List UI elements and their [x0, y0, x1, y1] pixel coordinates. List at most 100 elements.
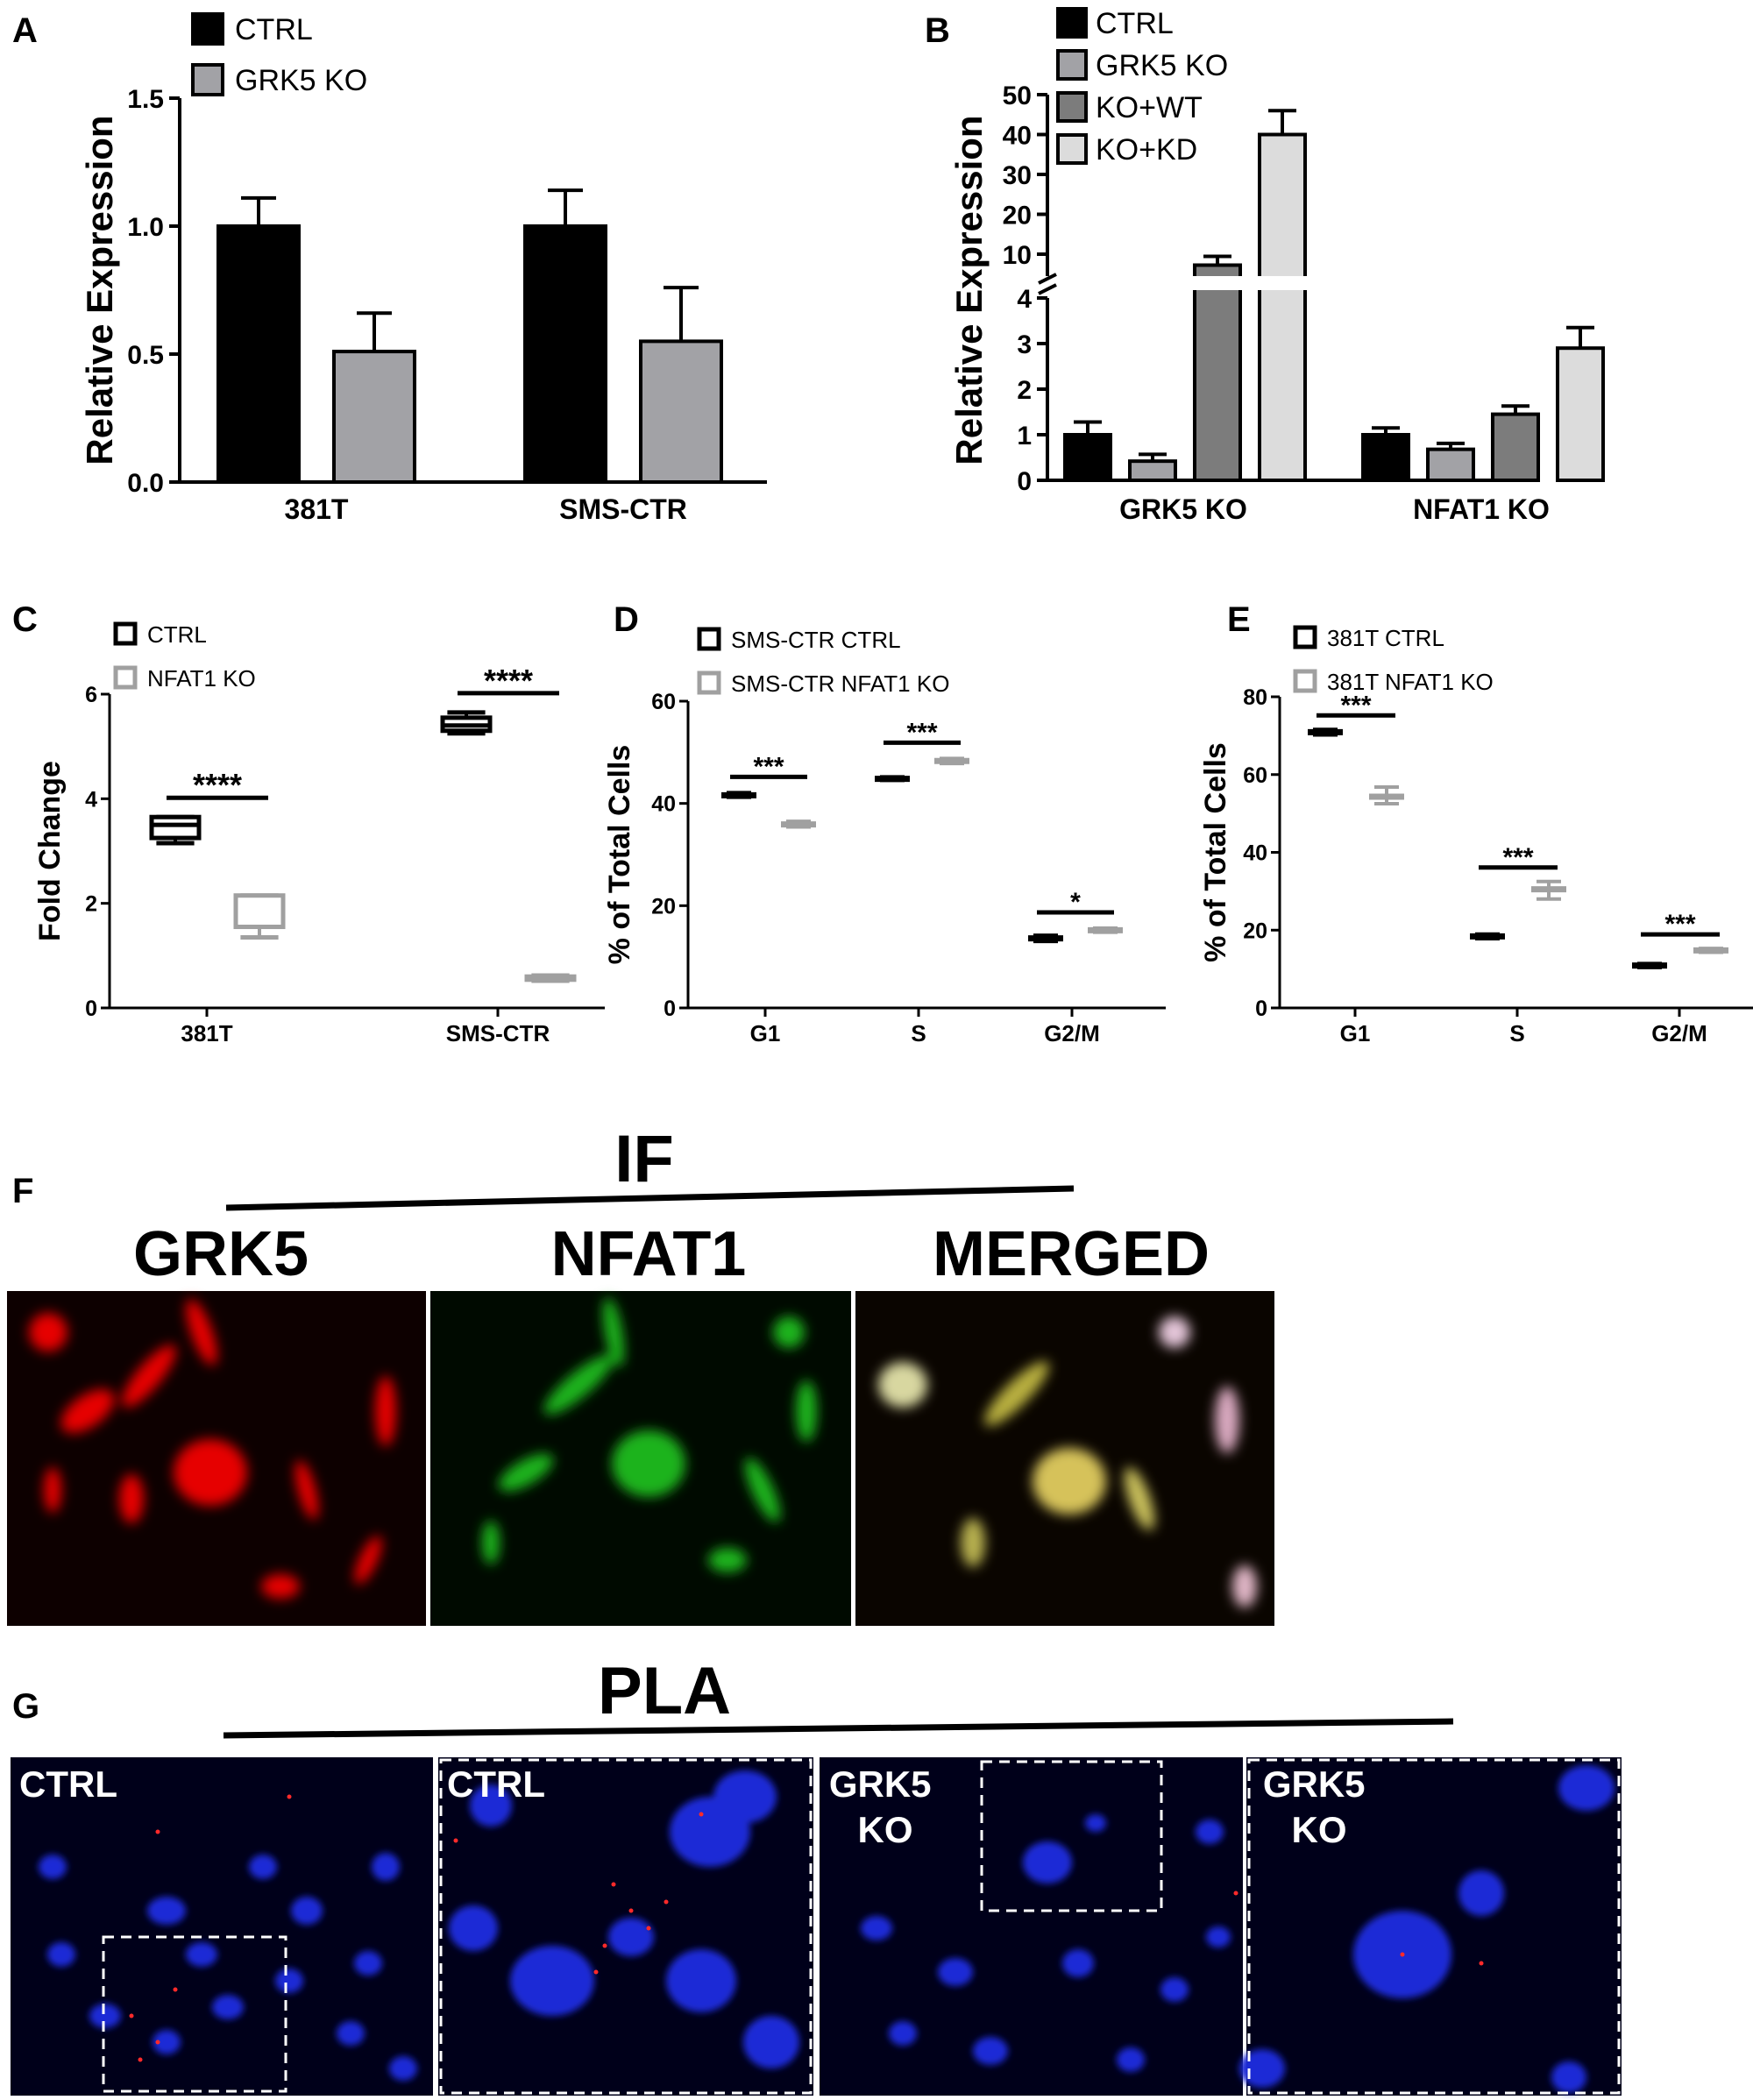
- legend-e-swatch-0: [1293, 625, 1317, 649]
- pla-label-ko-line2: KO: [858, 1809, 913, 1850]
- chart-e: 0 20 40 60 80 G1 S G2/M % of Total Cells *** *** **…: [1199, 625, 1753, 1046]
- ticklabel-b-low-1: 1: [1017, 422, 1032, 451]
- legend-c-swatch-1: [113, 665, 138, 690]
- legend-d-label-0: SMS-CTR CTRL: [731, 627, 901, 653]
- xlabel-b-0: GRK5 KO: [1119, 493, 1247, 525]
- ticklabel-c-1: 2: [85, 892, 97, 917]
- pla-dot-14: [1233, 1891, 1238, 1896]
- sig-e-2: ***: [1664, 910, 1695, 939]
- legend-c-label-0: CTRL: [147, 621, 207, 648]
- legend-b-swatch-2: [1056, 91, 1088, 123]
- bar-a-0-1: [523, 224, 607, 484]
- pla-dot-9: [664, 1899, 669, 1905]
- ylabel-d: % of Total Cells: [603, 745, 636, 965]
- ticklabel-e-4: 80: [1243, 685, 1267, 710]
- pla-dot-5: [611, 1882, 616, 1887]
- ticklabel-e-3: 60: [1243, 763, 1267, 788]
- ticklabel-c-2: 4: [85, 787, 97, 812]
- panel-f-header-line: [225, 1185, 1075, 1211]
- ticklabel-b-low-3: 3: [1017, 330, 1032, 359]
- panel-letter-e: E: [1227, 600, 1251, 639]
- if-image-nfat1: [430, 1291, 851, 1626]
- ticklabel-b-low-2: 2: [1017, 376, 1032, 405]
- bar-b-1-1: [1426, 447, 1475, 483]
- pla-label-ko: GRK5 KO: [829, 1763, 941, 1850]
- legend-b-swatch-3: [1056, 133, 1088, 165]
- legend-b-label-3: KO+KD: [1096, 133, 1197, 167]
- sig-c-1: ****: [484, 663, 533, 699]
- ticklabel-b-up-2: 30: [1003, 161, 1032, 190]
- ticklabel-e-0: 0: [1255, 997, 1267, 1021]
- panel-letter-g: G: [12, 1687, 39, 1726]
- sig-d-1: ***: [906, 718, 937, 747]
- ticklabel-a-2: 1.0: [127, 213, 164, 242]
- if-image-merged: [855, 1291, 1274, 1626]
- legend-e-label-0: 381T CTRL: [1327, 625, 1444, 651]
- pla-label-ko-line1: GRK5: [829, 1763, 932, 1805]
- axis-b-break-mark-1: [1038, 273, 1057, 285]
- xlabel-a-0: 381T: [285, 493, 349, 525]
- legend-a-label-0: CTRL: [235, 13, 313, 46]
- panel-f-title-grk5: GRK5: [133, 1219, 309, 1289]
- pla-label-ko-zoom: GRK5 KO: [1263, 1763, 1375, 1850]
- xlabel-e-2: G2/M: [1651, 1020, 1707, 1046]
- legend-a-swatch-0: [191, 12, 224, 46]
- sig-d-0: ***: [753, 752, 784, 781]
- pla-dot-16: [287, 1794, 292, 1799]
- pla-inset-box: [102, 1935, 287, 2093]
- legend-e-label-1: 381T NFAT1 KO: [1327, 669, 1494, 695]
- bar-b-1-0: [1128, 459, 1177, 482]
- bar-b-0-1: [1361, 433, 1410, 482]
- legend-b-label-2: KO+WT: [1096, 91, 1203, 124]
- legend-a-swatch-1: [191, 63, 224, 96]
- bar-b-2-1: [1491, 412, 1540, 483]
- pla-image-ctrl: [11, 1757, 433, 2096]
- pla-inset-box-ko: [980, 1760, 1163, 1912]
- bar-b-3-0: [1258, 132, 1307, 482]
- legend-b-label-0: CTRL: [1096, 7, 1174, 40]
- pla-dot-15: [155, 1829, 160, 1834]
- pla-dot-8: [602, 1943, 607, 1948]
- pla-dot-12: [1400, 1952, 1405, 1957]
- pla-zoom-frame-ko: [1247, 1758, 1621, 2095]
- ticklabel-d-2: 40: [651, 792, 676, 817]
- xlabel-e-0: G1: [1340, 1020, 1371, 1046]
- pla-dot-13: [1479, 1961, 1484, 1966]
- box-c-0-0: [149, 814, 202, 841]
- pla-label-ctrl: CTRL: [19, 1763, 117, 1805]
- pla-dot-2: [173, 1987, 178, 1992]
- ylabel-b: Relative Expression: [948, 115, 990, 465]
- panel-g-header: PLA: [598, 1654, 731, 1728]
- pla-label-ko-zoom-line2: KO: [1292, 1809, 1347, 1850]
- pla-image-ko: [820, 1757, 1243, 2096]
- ticklabel-b-low-4: 4: [1017, 285, 1032, 314]
- legend-d-label-1: SMS-CTR NFAT1 KO: [731, 670, 949, 697]
- panel-letter-b: B: [925, 11, 950, 50]
- xlabel-d-2: G2/M: [1044, 1020, 1100, 1046]
- chart-a: 0.0 0.5 1.0 1.5 381T SMS-CTR Relative Expressi…: [79, 12, 767, 525]
- bar-a-0-0: [216, 224, 301, 484]
- ticklabel-b-up-1: 20: [1003, 202, 1032, 231]
- sig-d-2: *: [1070, 888, 1081, 917]
- bar-a-1-0: [332, 350, 416, 484]
- ticklabel-b-up-4: 50: [1003, 82, 1032, 110]
- ticklabel-a-0: 0.0: [127, 469, 164, 498]
- pla-dot-4: [453, 1838, 458, 1843]
- pla-dot-3: [138, 2057, 143, 2062]
- chart-b: 0 1 2 3 4 10 20 30 40 50 GRK5 KO NFAT1 KO Relative E…: [948, 7, 1605, 525]
- bar-b-0-0: [1063, 433, 1112, 482]
- pla-dot-10: [699, 1812, 704, 1817]
- bar-b-2-0: [1193, 263, 1242, 482]
- ylabel-c: Fold Change: [33, 761, 67, 941]
- legend-c-label-1: NFAT1 KO: [147, 665, 256, 692]
- panel-letter-a: A: [12, 11, 38, 50]
- pla-image-ctrl-zoom: [438, 1757, 813, 2096]
- bar-a-1-1: [639, 339, 723, 484]
- xlabel-d-0: G1: [750, 1020, 781, 1046]
- panel-f-title-merged: MERGED: [933, 1219, 1210, 1289]
- panel-f-title-nfat1: NFAT1: [551, 1219, 747, 1289]
- ylabel-a: Relative Expression: [79, 115, 120, 465]
- ticklabel-b-up-3: 40: [1003, 122, 1032, 151]
- legend-b-swatch-0: [1056, 7, 1088, 39]
